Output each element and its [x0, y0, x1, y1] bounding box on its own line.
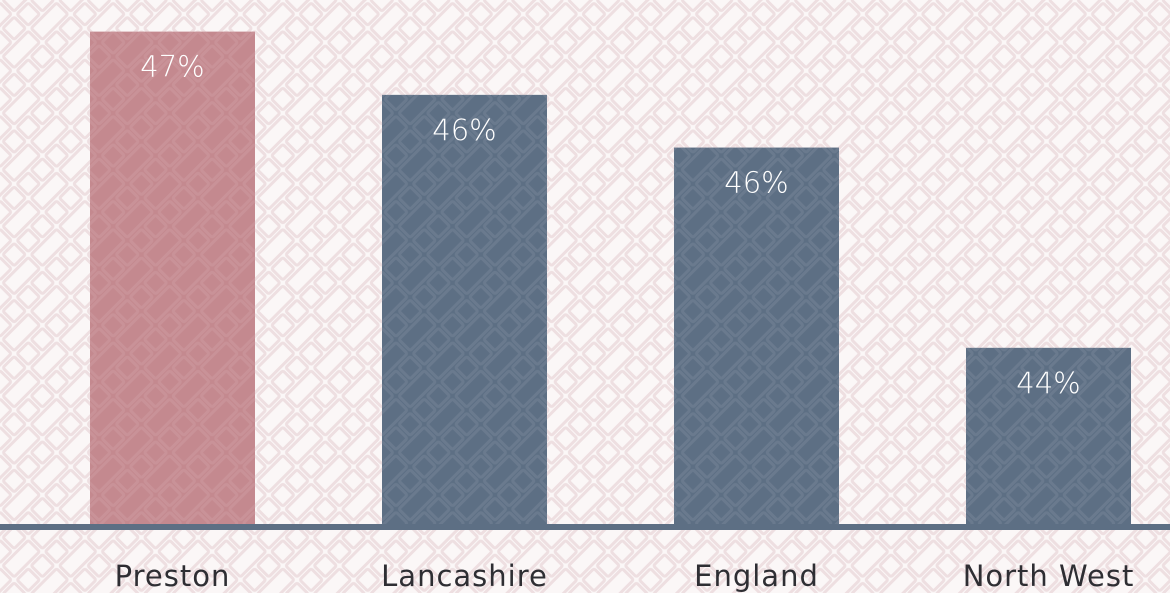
value-label: 46% — [724, 166, 788, 200]
category-label: England — [694, 559, 819, 593]
bar-texture — [90, 31, 255, 528]
category-label: Lancashire — [381, 559, 548, 593]
bar-texture — [382, 94, 547, 528]
bar-texture — [674, 147, 839, 527]
value-label: 46% — [432, 113, 496, 147]
bar-texture — [966, 347, 1131, 527]
baseline — [0, 524, 1170, 530]
category-label: Preston — [115, 559, 231, 593]
value-label: 44% — [1016, 366, 1080, 400]
bars — [90, 31, 1131, 528]
category-label: North West — [963, 559, 1135, 593]
value-label: 47% — [140, 50, 204, 84]
